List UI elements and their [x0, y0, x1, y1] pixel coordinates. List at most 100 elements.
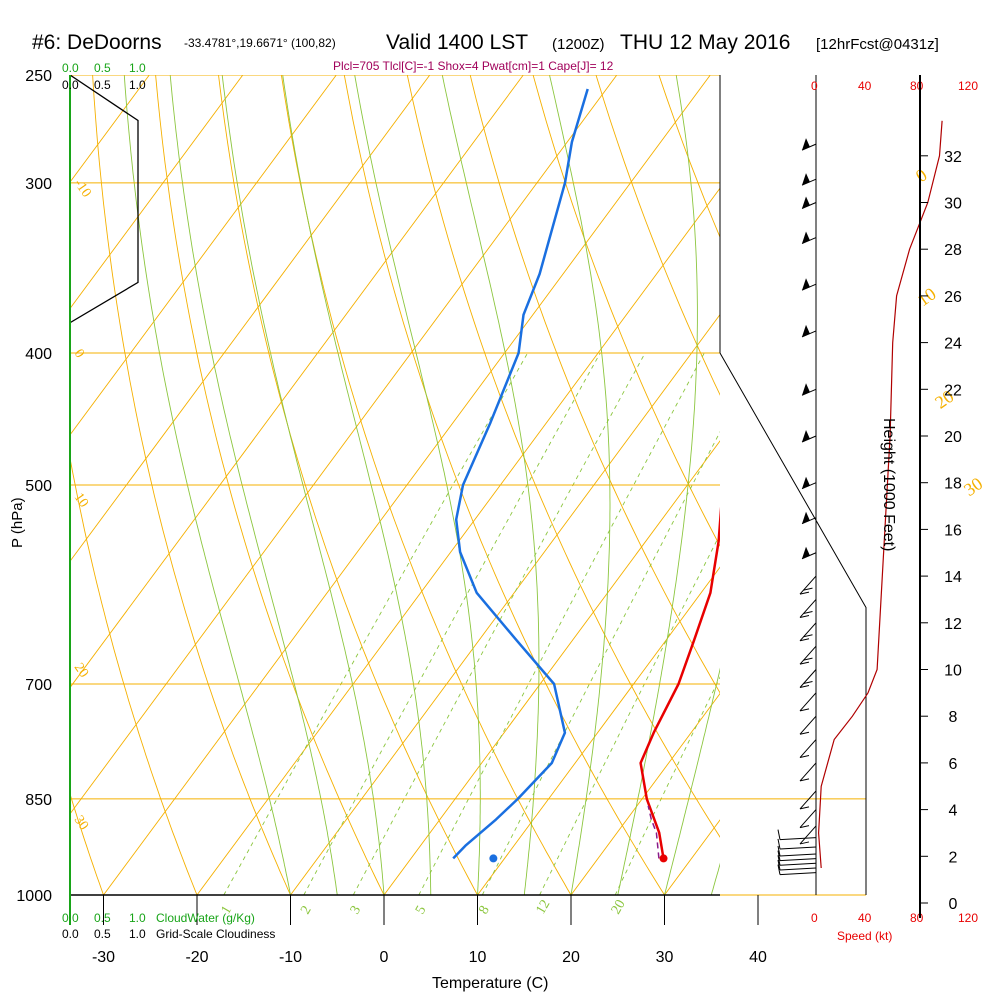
wind-barb [799, 669, 817, 688]
wind-barb [801, 278, 817, 291]
wind-barb-shaft [779, 858, 817, 862]
wind-barb [799, 790, 817, 810]
forecast-hour: [12hrFcst@0431z] [816, 36, 939, 53]
dry-adiabat-line [532, 75, 720, 547]
y-axis-label: P (hPa) [9, 497, 26, 548]
wind-barb-shaft [799, 575, 817, 595]
wind-barb-shaft [799, 669, 817, 688]
wind-barb-shaft [779, 846, 817, 850]
height-tick-label: 14 [944, 569, 962, 586]
wind-barb-pennant [802, 430, 810, 442]
pressure-tick-label: 250 [25, 68, 52, 85]
wind-barb-feather [777, 864, 781, 875]
wind-barb-feather [799, 708, 810, 712]
dry-adiabat-line [70, 792, 104, 895]
wind-barb-feather [799, 638, 810, 642]
isotherm-line [70, 75, 337, 436]
cloudiness-tick-0: 0.0 [62, 78, 79, 92]
wind-barb-feather [799, 661, 810, 665]
x-axis-label: Temperature (C) [432, 975, 548, 992]
speed-tick-0-bottom: 0 [811, 911, 818, 925]
wind-barb-shaft [779, 867, 817, 871]
wind-barb-feather [799, 806, 810, 810]
model-run: (1200Z) [552, 36, 605, 53]
x-tick-label: 30 [656, 949, 674, 966]
wind-barb-feather [777, 850, 781, 861]
wind-barb [799, 599, 817, 618]
height-axis-label: Height (1000 Feet) [880, 418, 897, 551]
dry-adiabat-label: -10 [71, 177, 94, 201]
cloudiness-profile [70, 75, 139, 324]
cloudwater-tick-05: 0.5 [94, 61, 111, 75]
surface-temperature-marker [659, 854, 668, 863]
speed-tick-120: 120 [958, 79, 978, 93]
wind-barb-shaft [799, 790, 817, 810]
dry-adiabat-label: 0 [71, 347, 87, 361]
wind-barb [777, 859, 817, 871]
moist-adiabat-line [282, 75, 432, 895]
wind-barb-feather [777, 838, 781, 850]
wind-barb [777, 864, 817, 876]
mixing-ratio-label: 2 [298, 903, 314, 917]
wind-barb [777, 850, 817, 862]
parcel-line [647, 805, 660, 859]
wind-barb-feather [777, 845, 781, 857]
thermo-diagram: 1 2 3 5 8 12 2025030040050070085010000102030-1… [16, 68, 986, 966]
pressure-tick-label: 850 [25, 792, 52, 809]
height-tick-label: 0 [949, 896, 958, 913]
wind-barb-feather [799, 731, 810, 735]
moist-adiabat-line [221, 75, 385, 895]
wind-barb-feather [799, 841, 810, 845]
wind-barb-feather [777, 859, 781, 871]
wind-barb [801, 546, 817, 560]
isotherm-label: 30 [960, 473, 986, 500]
wind-panel: 0 40 80 120 0 40 80 120 Speed (kt) [777, 75, 978, 943]
isotherm-line [477, 566, 720, 895]
wind-barb [777, 855, 817, 866]
wind-barb-pennant [802, 196, 810, 209]
height-tick-label: 20 [944, 429, 962, 446]
dry-adiabat-line [280, 75, 572, 895]
wind-barb-feather [777, 829, 781, 840]
wind-speed-line [817, 120, 943, 869]
mixing-ratio-line [614, 676, 720, 895]
wind-barb-shaft [779, 837, 817, 841]
wind-barb-shaft [799, 599, 817, 618]
wind-barb [801, 476, 817, 490]
height-tick-label: 6 [949, 756, 958, 773]
plot-right-boundary [719, 352, 867, 895]
wind-barb [801, 231, 817, 244]
wind-barb-feather [799, 614, 810, 618]
x-tick-label: -20 [185, 949, 208, 966]
isotherm-label: 10 [914, 283, 940, 310]
height-tick-label: 18 [944, 476, 962, 493]
x-tick-label: 10 [469, 949, 487, 966]
cloudiness-label: Grid-Scale Cloudiness [156, 927, 275, 941]
station-name: #6: DeDoorns [32, 31, 162, 54]
wind-barb [801, 196, 817, 209]
wind-barb-shaft [799, 762, 817, 782]
wind-barb-feather [803, 657, 813, 661]
pressure-tick-label: 700 [25, 677, 52, 694]
wind-barb-shaft [799, 645, 817, 665]
forecast-date: THU 12 May 2016 [620, 31, 790, 54]
mixing-ratio-label: 5 [413, 903, 429, 917]
wind-barb [799, 809, 817, 829]
wind-barb [799, 825, 817, 845]
wind-barb-shaft [799, 622, 817, 642]
wind-barb [799, 739, 817, 759]
wind-barb-shaft [779, 872, 817, 876]
moist-adiabat-line [123, 75, 291, 895]
mixing-ratio-label: 20 [609, 897, 629, 917]
cloudiness-tick-1-bottom: 1.0 [129, 927, 146, 941]
wind-barb [799, 575, 817, 595]
wind-barb [799, 762, 817, 782]
cloudwater-tick-1: 1.0 [129, 61, 146, 75]
cloudiness-tick-1: 1.0 [129, 78, 146, 92]
wind-barb-shaft [779, 853, 817, 857]
dry-adiabat-line [343, 75, 666, 895]
moist-adiabat-line [354, 75, 481, 895]
speed-tick-40-bottom: 40 [858, 911, 872, 925]
height-tick-label: 26 [944, 289, 962, 306]
